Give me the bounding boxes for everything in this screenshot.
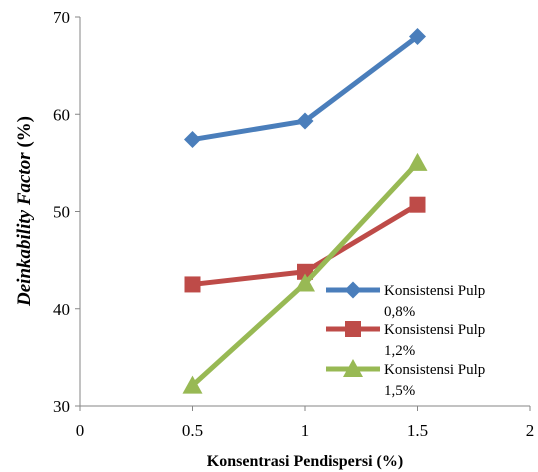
data-point-diamond xyxy=(409,27,426,45)
legend-label: Konsistensi Pulp xyxy=(384,362,485,378)
legend-label: Konsistensi Pulp xyxy=(384,283,485,299)
legend-label-line2: 1,2% xyxy=(384,343,415,359)
legend-item-3: Konsistensi Pulp 1,5% xyxy=(326,359,485,399)
legend-swatch-marker xyxy=(344,281,362,299)
y-axis-title-italic: Deinkability Factor xyxy=(14,152,35,307)
series-layer xyxy=(182,27,428,394)
legend: Konsistensi Pulp 0,8% Konsistensi Pulp 1,2%… xyxy=(326,281,485,399)
x-axis-title: Konsentrasi Pendispersi (%) xyxy=(207,453,403,470)
legend-label-line2: 0,8% xyxy=(384,304,415,320)
axes xyxy=(75,16,531,411)
y-tick-label: 30 xyxy=(53,397,70,416)
data-point-triangle xyxy=(182,375,203,394)
series-3 xyxy=(182,152,428,394)
legend-item-1: Konsistensi Pulp 0,8% xyxy=(326,281,485,320)
data-point-diamond xyxy=(296,112,314,130)
legend-item-2: Konsistensi Pulp 1,2% xyxy=(326,321,485,359)
data-point-triangle xyxy=(407,152,428,171)
data-point-diamond xyxy=(184,131,201,149)
data-point-square xyxy=(409,196,426,213)
legend-label-line2: 1,5% xyxy=(384,383,415,399)
x-tick-label: 1 xyxy=(301,421,310,440)
legend-label: Konsistensi Pulp xyxy=(384,322,485,338)
legend-swatch-marker xyxy=(345,321,361,337)
legend-swatch-marker xyxy=(343,359,363,377)
y-axis-title: Deinkability Factor (%) xyxy=(14,116,35,307)
data-point-triangle xyxy=(295,273,315,292)
x-tick-label: 0 xyxy=(76,421,85,440)
y-tick-label: 40 xyxy=(53,300,70,319)
x-tick-label: 2 xyxy=(526,421,535,440)
y-tick-labels: 30 40 50 60 70 xyxy=(53,8,70,416)
series-1 xyxy=(184,27,426,149)
series-2 xyxy=(184,196,426,293)
y-tick-label: 50 xyxy=(53,203,70,222)
y-tick-label: 70 xyxy=(53,8,70,27)
data-point-square xyxy=(184,276,201,293)
x-tick-label: 0.5 xyxy=(182,421,203,440)
y-axis-title-suffix: (%) xyxy=(14,116,35,152)
x-tick-labels: 0 0.5 1 1.5 2 xyxy=(76,421,535,440)
x-tick-label: 1.5 xyxy=(407,421,428,440)
y-tick-label: 60 xyxy=(53,105,70,124)
